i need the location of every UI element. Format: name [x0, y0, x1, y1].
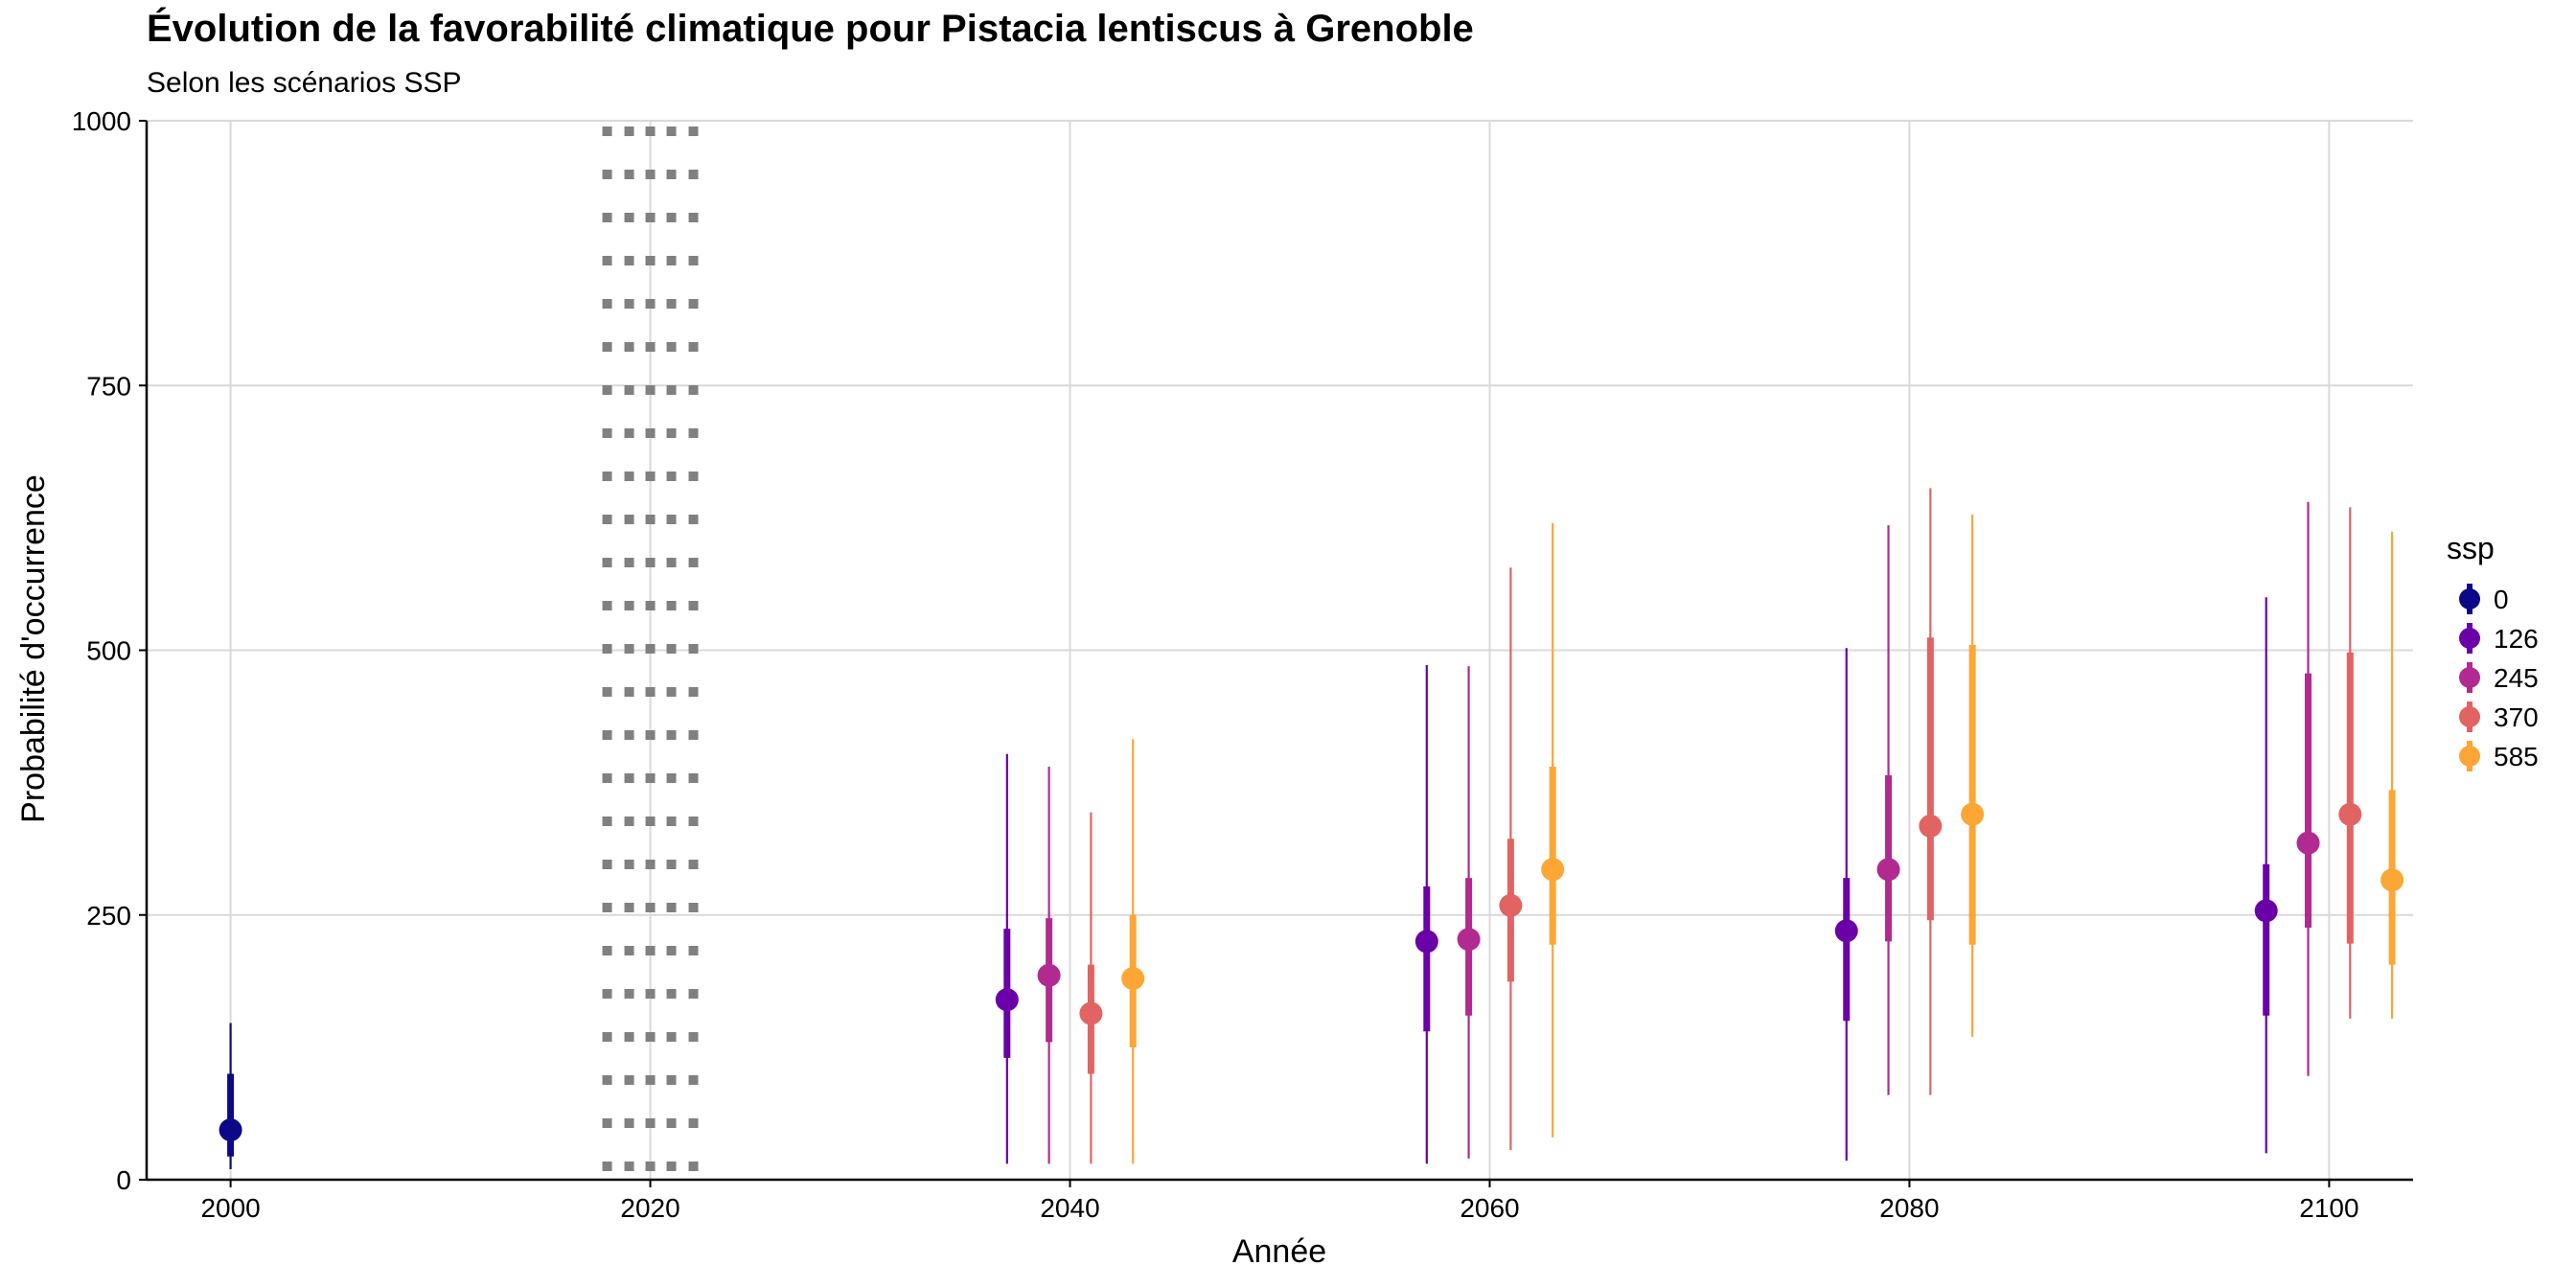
- x-tick-label: 2100: [2299, 1193, 2358, 1223]
- y-tick-label: 0: [116, 1165, 131, 1195]
- legend-title: ssp: [2447, 531, 2495, 565]
- point-ssp0-2000: [218, 1118, 242, 1142]
- point-ssp585-2103: [2380, 868, 2404, 892]
- legend-key-point-245: [2459, 667, 2480, 688]
- point-ssp245-2039: [1037, 963, 1061, 987]
- point-ssp126-2077: [1834, 919, 1858, 943]
- legend-label-370: 370: [2494, 702, 2539, 732]
- chart-title: Évolution de la favorabilité climatique …: [147, 8, 1474, 50]
- point-ssp370-2061: [1499, 893, 1523, 917]
- axes: 0 250 500 750 1000 2000 2020 2040 2060 2080 2100: [72, 106, 2413, 1223]
- point-ssp126-2037: [995, 988, 1019, 1012]
- point-ssp126-2057: [1414, 930, 1438, 954]
- legend-label-0: 0: [2494, 585, 2509, 614]
- point-ssp370-2101: [2338, 802, 2362, 826]
- legend-key-point-370: [2459, 706, 2480, 727]
- point-ssp126-2097: [2254, 899, 2278, 923]
- y-tick-label: 500: [86, 636, 131, 666]
- point-ssp370-2081: [1919, 814, 1943, 838]
- legend-key-point-585: [2459, 746, 2480, 767]
- point-ssp245-2079: [1876, 858, 1900, 882]
- chart-subtitle: Selon les scénarios SSP: [147, 67, 462, 99]
- legend-label-126: 126: [2494, 624, 2539, 654]
- y-tick-label: 750: [86, 371, 131, 401]
- legend-label-585: 585: [2494, 742, 2539, 771]
- reference-line-group: [602, 126, 699, 1180]
- legend: ssp 0 126 245 370 585: [2447, 531, 2539, 771]
- x-tick-label: 2000: [200, 1193, 260, 1223]
- y-axis-label: Probabilité d'occurrence: [15, 474, 52, 823]
- x-tick-label: 2080: [1879, 1193, 1939, 1223]
- legend-key-point-0: [2459, 588, 2480, 610]
- point-ssp585-2083: [1961, 802, 1985, 826]
- point-ssp585-2043: [1121, 967, 1145, 991]
- grid-lines: [147, 120, 2413, 1181]
- y-tick-label: 250: [86, 901, 131, 931]
- x-axis-label: Année: [1232, 1233, 1326, 1270]
- x-tick-label: 2060: [1460, 1193, 1519, 1223]
- data-marks: [218, 488, 2404, 1169]
- legend-key-point-126: [2459, 628, 2480, 649]
- y-tick-label: 1000: [72, 106, 131, 136]
- point-ssp245-2099: [2296, 831, 2320, 855]
- point-ssp585-2063: [1541, 858, 1565, 882]
- point-ssp370-2041: [1079, 1001, 1103, 1025]
- legend-label-245: 245: [2494, 663, 2539, 693]
- point-ssp245-2059: [1457, 928, 1481, 952]
- x-tick-label: 2020: [620, 1193, 679, 1223]
- x-tick-label: 2040: [1040, 1193, 1099, 1223]
